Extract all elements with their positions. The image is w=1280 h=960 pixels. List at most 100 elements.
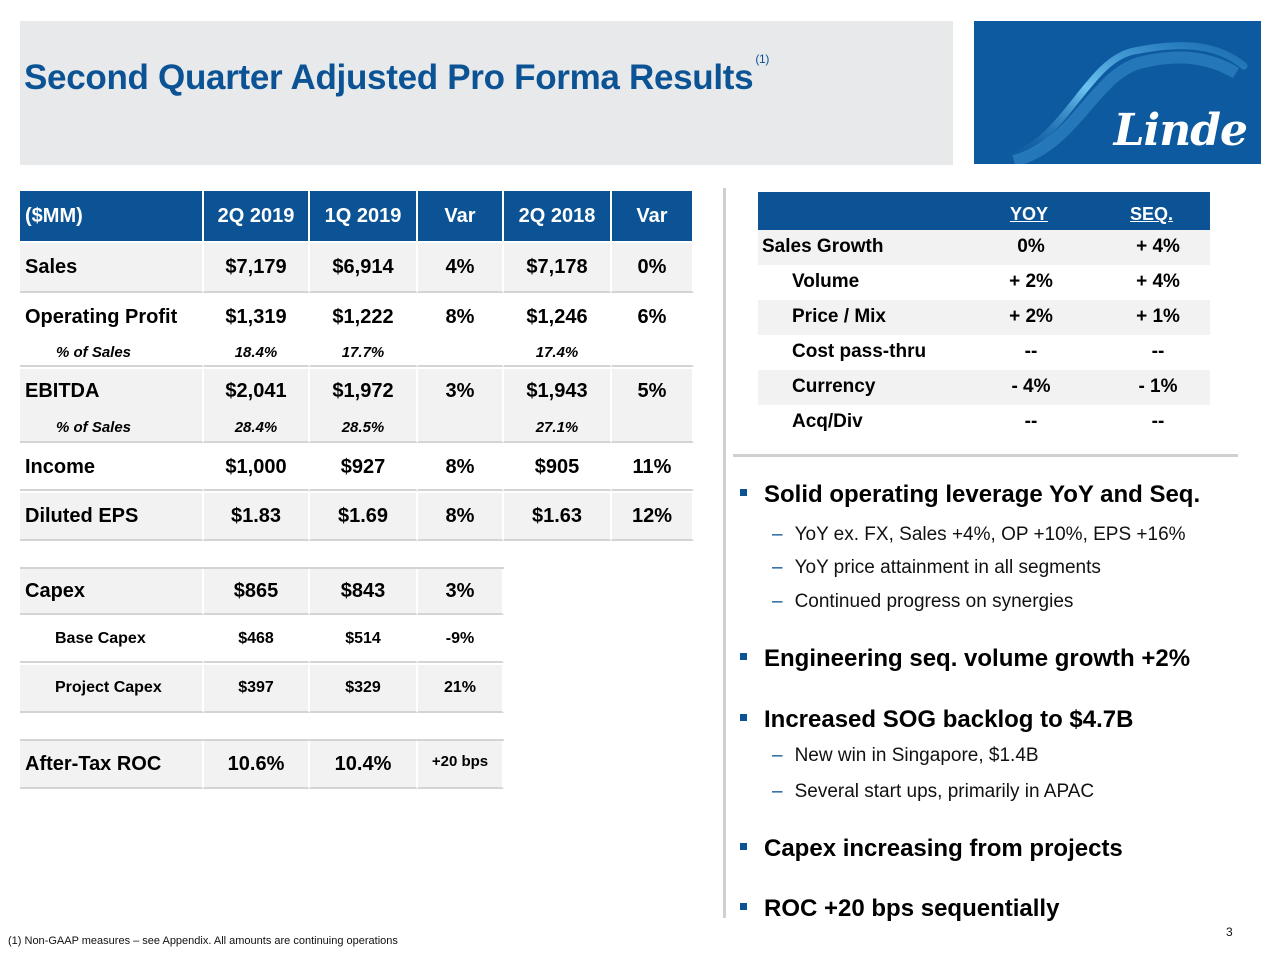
- sub-bullet-text: New win in Singapore, $1.4B: [794, 745, 1039, 766]
- growth-row: Volume + 2% + 4%: [758, 265, 1210, 300]
- dash-icon: –: [772, 781, 783, 802]
- growth-seq: - 1%: [1138, 376, 1178, 397]
- growth-seq: + 4%: [1136, 236, 1180, 257]
- seq-header: SEQ.: [1130, 204, 1174, 224]
- growth-yoy: --: [1024, 411, 1038, 432]
- row-label: Operating Profit: [20, 295, 204, 339]
- bullet-text: ROC +20 bps sequentially: [764, 895, 1060, 922]
- growth-row: Currency - 4% - 1%: [758, 370, 1210, 405]
- table-cell: $865: [204, 569, 310, 615]
- table-cell: $1,319: [204, 295, 310, 339]
- bullet-square-icon: [740, 903, 747, 910]
- table-cell: $1,000: [204, 445, 310, 491]
- table-row: Project Capex $397 $329 21%: [20, 665, 504, 713]
- dash-icon: –: [772, 524, 783, 545]
- header-cell: 1Q 2019: [310, 191, 418, 241]
- table-row: After-Tax ROC 10.6% 10.4% +20 bps: [20, 739, 504, 789]
- bullet-item: Increased SOG backlog to $4.7B: [740, 706, 1133, 734]
- table-cell: 3%: [418, 369, 504, 413]
- sub-bullet-item: – YoY price attainment in all segments: [772, 557, 1101, 579]
- bullet-square-icon: [740, 843, 747, 850]
- bullet-item: Engineering seq. volume growth +2%: [740, 645, 1190, 673]
- table-cell: 28.4%: [204, 413, 310, 443]
- table-cell: 11%: [612, 445, 694, 491]
- bullet-text: Solid operating leverage YoY and Seq.: [764, 481, 1201, 508]
- logo-swoosh-icon: [990, 42, 1248, 164]
- bullet-item: ROC +20 bps sequentially: [740, 895, 1059, 923]
- title-footnote-marker: (1): [755, 52, 770, 66]
- table-row: Income $1,000 $927 8% $905 11%: [20, 445, 694, 491]
- page-title-text: Second Quarter Adjusted Pro Forma Result…: [24, 58, 754, 97]
- dash-icon: –: [772, 591, 783, 612]
- growth-yoy: + 2%: [1009, 306, 1053, 327]
- yoy-header: YOY: [1010, 204, 1049, 224]
- table-row: % of Sales 28.4% 28.5% 27.1%: [20, 413, 694, 443]
- growth-seq: --: [1151, 411, 1165, 432]
- vertical-divider: [723, 188, 726, 918]
- table-cell: $6,914: [310, 243, 418, 293]
- bullet-item: Solid operating leverage YoY and Seq.: [740, 481, 1200, 509]
- bullet-text: Capex increasing from projects: [764, 835, 1123, 862]
- table-cell: $843: [310, 569, 418, 615]
- growth-yoy: + 2%: [1009, 271, 1053, 292]
- sub-bullet-item: – Several start ups, primarily in APAC: [772, 781, 1094, 803]
- page-title: Second Quarter Adjusted Pro Forma Result…: [24, 52, 769, 98]
- row-label: % of Sales: [20, 413, 204, 443]
- linde-logo: Linde: [974, 21, 1261, 164]
- growth-label: Cost pass-thru: [792, 341, 927, 362]
- table-row: Base Capex $468 $514 -9%: [20, 617, 504, 663]
- header-cell: 2Q 2019: [204, 191, 310, 241]
- growth-yoy: 0%: [1017, 236, 1045, 257]
- table-row: Operating Profit $1,319 $1,222 8% $1,246…: [20, 295, 694, 339]
- table-cell: [418, 339, 504, 367]
- table-cell: 17.4%: [504, 339, 612, 367]
- table-cell: 0%: [612, 243, 694, 293]
- row-label: Income: [20, 445, 204, 491]
- table-cell: $7,179: [204, 243, 310, 293]
- growth-header-row: YOY SEQ.: [758, 192, 1210, 230]
- table-header-row: ($MM) 2Q 2019 1Q 2019 Var 2Q 2018 Var: [20, 191, 694, 241]
- row-label: Base Capex: [20, 617, 204, 663]
- table-cell: $1,246: [504, 295, 612, 339]
- bullet-square-icon: [740, 714, 747, 721]
- header-cell: Var: [612, 191, 694, 241]
- row-label: Project Capex: [20, 665, 204, 713]
- table-cell: 27.1%: [504, 413, 612, 443]
- table-row: Capex $865 $843 3%: [20, 567, 504, 615]
- growth-row: Price / Mix + 2% + 1%: [758, 300, 1210, 335]
- table-cell: 5%: [612, 369, 694, 413]
- bullet-text: Increased SOG backlog to $4.7B: [764, 706, 1134, 733]
- title-band: [20, 21, 953, 165]
- table-cell: 8%: [418, 493, 504, 541]
- sales-growth-table: YOY SEQ. Sales Growth 0% + 4% Volume + 2…: [758, 192, 1210, 440]
- footnote: (1) Non-GAAP measures – see Appendix. Al…: [8, 935, 398, 947]
- table-cell: +20 bps: [418, 741, 504, 789]
- table-cell: $2,041: [204, 369, 310, 413]
- growth-label: Currency: [792, 376, 876, 397]
- bullet-item: Capex increasing from projects: [740, 835, 1123, 863]
- section-divider: [733, 454, 1238, 457]
- row-label: % of Sales: [20, 339, 204, 367]
- growth-label: Acq/Div: [792, 411, 863, 432]
- table-cell: 17.7%: [310, 339, 418, 367]
- dash-icon: –: [772, 745, 783, 766]
- dash-icon: –: [772, 557, 783, 578]
- growth-row: Acq/Div -- --: [758, 405, 1210, 440]
- table-cell: 12%: [612, 493, 694, 541]
- row-label: EBITDA: [20, 369, 204, 413]
- row-label: Capex: [20, 569, 204, 615]
- table-cell: $1.69: [310, 493, 418, 541]
- table-row: Diluted EPS $1.83 $1.69 8% $1.63 12%: [20, 493, 694, 541]
- logo-wordmark: Linde: [1113, 105, 1248, 156]
- table-cell: 21%: [418, 665, 504, 713]
- table-cell: 8%: [418, 295, 504, 339]
- table-cell: $1.63: [504, 493, 612, 541]
- growth-seq: + 4%: [1136, 271, 1180, 292]
- table-row: Sales $7,179 $6,914 4% $7,178 0%: [20, 243, 694, 293]
- table-cell: $468: [204, 617, 310, 663]
- table-cell: 18.4%: [204, 339, 310, 367]
- growth-yoy: --: [1024, 341, 1038, 362]
- row-label: After-Tax ROC: [20, 741, 204, 789]
- page-number: 3: [1226, 925, 1233, 939]
- table-cell: $1,222: [310, 295, 418, 339]
